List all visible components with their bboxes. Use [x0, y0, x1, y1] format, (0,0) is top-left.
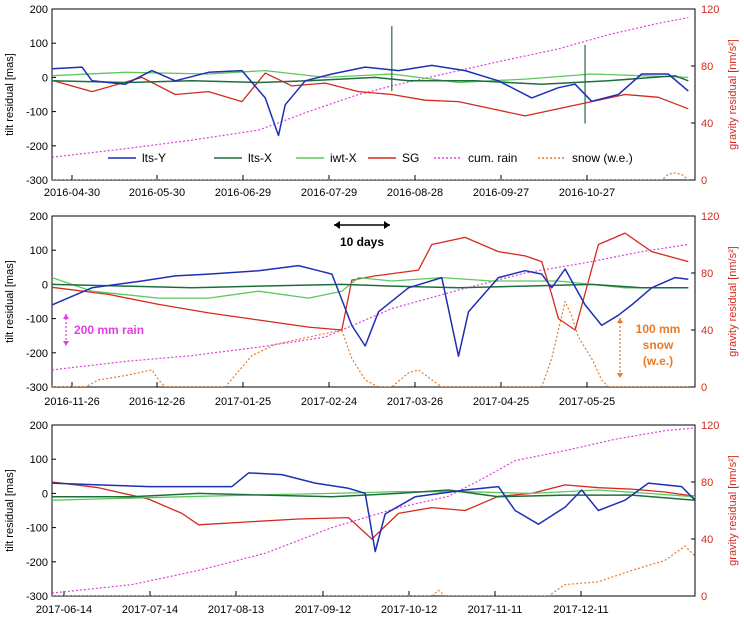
y2-axis-label: gravity residual [nm/s²] [727, 246, 739, 357]
x-tick-label: 2017-02-24 [301, 396, 357, 408]
series-sg-line [52, 232, 689, 331]
x-tick-label: 2016-04-30 [44, 187, 100, 199]
x-tick-label: 2016-06-29 [215, 187, 271, 199]
x-tick-label: 2017-07-14 [122, 604, 178, 616]
y-tick-label: 100 [30, 454, 48, 466]
y2-tick-label: 0 [701, 382, 707, 394]
annotations: 10 days 200 mm rain 100 mm snow (w.e.) [63, 221, 680, 378]
series-sg-line [52, 72, 689, 117]
y2-tick-label: 80 [701, 268, 713, 280]
x-tick-label: 2017-06-14 [36, 604, 92, 616]
snow-scale-label-1: 100 mm [636, 322, 681, 336]
x-tick-label: 2016-07-29 [301, 187, 357, 199]
legend-label-lts-x: lts-X [248, 151, 272, 165]
x-tick-label: 2016-08-28 [387, 187, 443, 199]
y-tick-label: 0 [42, 72, 48, 84]
x-tick-label: 2017-12-11 [553, 604, 608, 616]
chart-panel-top: 200 100 0 -100 -200 -300 120 80 40 0 2016-04-30 201… [4, 4, 739, 199]
rain-scale-label: 200 mm rain [74, 323, 144, 337]
y-tick-label: 0 [42, 279, 48, 291]
series-group [52, 232, 689, 387]
series-cum-rain-line [52, 17, 689, 158]
snow-scale-label-3: (w.e.) [643, 354, 673, 368]
y-tick-label: 200 [30, 420, 48, 432]
series-iwt-x-line [52, 489, 695, 501]
y-tick-label: -200 [26, 141, 48, 153]
y-tick-label: -200 [26, 348, 48, 360]
y-axis-label: tilt residual [mas] [4, 469, 16, 552]
arrow-head-right-icon [384, 221, 390, 229]
x-tick-label: 2017-03-26 [387, 396, 443, 408]
y-axis-label: tilt residual [mas] [4, 260, 16, 343]
x-tick-label: 2016-12-26 [129, 396, 185, 408]
x-tick-label: 2017-04-25 [473, 396, 529, 408]
series-snow-line [52, 172, 689, 180]
y-tick-label: -300 [26, 591, 48, 603]
x-tick-label: 2017-05-25 [559, 396, 615, 408]
snow-scale-label-2: snow [643, 338, 674, 352]
x-tick-label: 2017-10-12 [381, 604, 437, 616]
x-tick-label: 2016-11-26 [44, 396, 99, 408]
series-snow-line [52, 545, 695, 596]
arrow-head-left-icon [334, 221, 340, 229]
snow-arrow-down-icon [617, 373, 623, 378]
x-tick-label: 2017-11-11 [468, 604, 523, 616]
legend-label-iwt-x: iwt-X [330, 151, 357, 165]
y-tick-label: -100 [26, 523, 48, 535]
y-tick-label: -300 [26, 382, 48, 394]
y-tick-label: 100 [30, 38, 48, 50]
series-group [52, 17, 689, 180]
plot-frame [51, 215, 696, 388]
y2-tick-label: 0 [701, 591, 707, 603]
series-lts-y-line [52, 64, 689, 137]
x-tick-label: 2016-09-27 [473, 187, 529, 199]
y-tick-label: -100 [26, 314, 48, 326]
legend: lts-Y lts-X iwt-X SG cum. rain snow (w.e.) [108, 151, 633, 165]
chart-panel-bottom: 200 100 0 -100 -200 -300 120 80 40 0 2017-06-14 201… [4, 420, 739, 616]
y-axis-label: tilt residual [mas] [4, 53, 16, 136]
ten-days-label: 10 days [340, 235, 384, 249]
x-tick-label: 2016-05-30 [129, 187, 185, 199]
series-sg-line [52, 481, 695, 540]
legend-label-snow: snow (w.e.) [572, 151, 633, 165]
y-tick-label: 0 [42, 488, 48, 500]
series-lts-x-line [52, 489, 695, 501]
y2-axis-label: gravity residual [nm/s²] [727, 39, 739, 150]
rain-arrow-up-icon [63, 314, 69, 319]
chart-panel-middle: 200 100 0 -100 -200 -300 120 80 40 0 2016-11-26 201… [4, 211, 739, 408]
y2-tick-label: 120 [701, 211, 719, 223]
y2-tick-label: 80 [701, 61, 713, 73]
y-tick-label: 200 [30, 211, 48, 223]
y2-tick-label: 40 [701, 325, 713, 337]
legend-label-cum-rain: cum. rain [468, 151, 517, 165]
x-tick-label: 2017-08-13 [208, 604, 264, 616]
x-tick-label: 2016-10-27 [559, 187, 615, 199]
legend-label-sg: SG [402, 151, 419, 165]
y2-tick-label: 80 [701, 477, 713, 489]
series-cum-rain-line [52, 427, 695, 594]
y-tick-label: -300 [26, 175, 48, 187]
series-lts-y-line [52, 264, 689, 357]
y2-tick-label: 40 [701, 118, 713, 130]
y2-axis-label: gravity residual [nm/s²] [727, 455, 739, 566]
series-snow-line [52, 300, 689, 387]
y-tick-label: 200 [30, 4, 48, 16]
y2-tick-label: 120 [701, 4, 719, 16]
y-tick-label: -100 [26, 107, 48, 119]
snow-arrow-up-icon [617, 318, 623, 323]
x-tick-label: 2017-09-12 [295, 604, 351, 616]
y2-tick-label: 0 [701, 175, 707, 187]
y2-tick-label: 40 [701, 534, 713, 546]
y-tick-label: -200 [26, 557, 48, 569]
y-tick-label: 100 [30, 245, 48, 257]
series-lts-x-line [52, 283, 689, 289]
y2-tick-label: 120 [701, 420, 719, 432]
rain-arrow-down-icon [63, 341, 69, 346]
series-lts-y-line [52, 472, 695, 553]
series-group [52, 427, 695, 596]
legend-label-lts-y: lts-Y [142, 151, 166, 165]
x-tick-label: 2017-01-25 [215, 396, 271, 408]
